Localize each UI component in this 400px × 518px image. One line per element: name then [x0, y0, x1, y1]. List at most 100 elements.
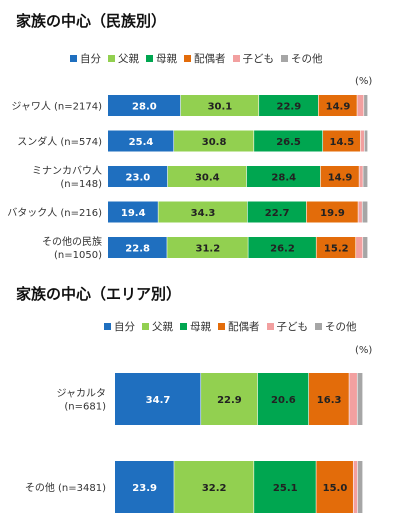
bar-segment: [363, 166, 368, 187]
data-label: 19.4: [121, 208, 146, 219]
data-label: 30.1: [208, 102, 233, 113]
category-label-line: ミナンカバウ人: [32, 165, 102, 177]
bar-segment: [356, 237, 363, 258]
data-label: 22.7: [265, 208, 290, 219]
unit-label: (%): [355, 76, 373, 87]
legend-item: 母親: [180, 319, 211, 334]
bar-segment: [257, 373, 309, 425]
legend-swatch: [70, 55, 77, 62]
category-label-line: (n=681): [64, 402, 106, 413]
legend-swatch: [281, 55, 288, 62]
data-label: 28.0: [132, 102, 157, 113]
legend-swatch: [142, 323, 149, 330]
data-label: 15.0: [323, 483, 348, 494]
bar-segment: [316, 461, 353, 513]
bar-segment: [115, 461, 174, 513]
legend-area: 自分 父親 母親 配偶者 子ども その他: [104, 319, 357, 334]
legend-label: 母親: [190, 321, 211, 333]
legend-label: 子ども: [242, 53, 275, 65]
bar-segment: [108, 130, 174, 152]
bar-segment: [363, 237, 368, 258]
data-label: 23.9: [132, 483, 157, 494]
legend-swatch: [218, 323, 225, 330]
data-label: 34.3: [191, 208, 216, 219]
data-label: 23.0: [126, 173, 151, 184]
bar-segment: [362, 201, 368, 223]
bar-segment: [320, 166, 359, 187]
bar-segment: [254, 130, 323, 152]
legend-item: 父親: [108, 51, 139, 66]
bar-segment: [247, 201, 307, 223]
legend-label: 配偶者: [228, 321, 260, 333]
legend-item: 子ども: [266, 319, 308, 334]
category-label: ミナンカバウ人 (n=148): [32, 165, 102, 190]
stacked-bar-chart-area: ジャカルタ (n=681) 34.7 22.9 20.6 16.3 その他 (n=3481)…: [25, 373, 363, 513]
bar-segment: [359, 166, 363, 187]
legend-ethnicity: 自分 父親 母親 配偶者 子ども その他: [70, 51, 323, 66]
data-label: 25.4: [129, 137, 154, 148]
bar-segment: [353, 461, 358, 513]
data-label: 14.5: [330, 137, 355, 148]
chart-title-area: 家族の中心（エリア別）: [16, 285, 182, 303]
data-label: 25.1: [273, 483, 298, 494]
category-label-line: その他 (n=3481): [25, 481, 106, 494]
bar-segment: [357, 373, 363, 425]
legend-swatch: [108, 55, 115, 62]
legend-item: 配偶者: [184, 51, 226, 66]
legend-label: 母親: [156, 53, 177, 65]
bar-segment: [201, 373, 258, 425]
data-label: 20.6: [271, 395, 296, 406]
category-label: スンダ人 (n=574): [17, 135, 102, 148]
category-label-line: (n=1050): [54, 250, 102, 261]
stacked-bar-chart-ethnicity: ジャワ人 (n=2174) 28.0 30.1 22.9 14.9 スンダ人 (n=574…: [7, 95, 368, 261]
data-label: 15.2: [324, 244, 349, 255]
bar-segment: [357, 461, 363, 513]
bar-segment: [318, 95, 357, 116]
bar-segment: [323, 130, 361, 152]
bar-segment: [108, 166, 168, 187]
bar-segment: [158, 201, 248, 223]
bar-segment: [108, 95, 181, 116]
data-label: 22.9: [276, 102, 301, 113]
bar-segment: [167, 166, 247, 187]
data-label: 28.4: [271, 173, 296, 184]
bar-segment: [308, 373, 349, 425]
bar-segment: [306, 201, 358, 223]
legend-label: その他: [325, 321, 357, 333]
category-label-line: ジャワ人 (n=2174): [11, 101, 102, 113]
bar-segment: [246, 166, 321, 187]
bar-segment: [358, 201, 362, 223]
data-label: 30.8: [202, 137, 227, 148]
legend-label: 父親: [118, 53, 139, 65]
data-label: 26.5: [276, 137, 301, 148]
bar-segment: [115, 373, 201, 425]
bar-segment: [248, 237, 316, 258]
data-label: 22.9: [217, 395, 242, 406]
bar-segment: [108, 237, 167, 258]
bar-segment: [174, 461, 254, 513]
bar-segment: [349, 373, 357, 425]
category-label: ジャカルタ (n=681): [57, 388, 107, 413]
bar-segment: [174, 130, 254, 152]
bar-segment: [259, 95, 318, 116]
legend-item: その他: [281, 51, 323, 66]
legend-item: その他: [315, 319, 357, 334]
category-label: ジャワ人 (n=2174): [11, 101, 102, 113]
data-label: 34.7: [146, 395, 171, 406]
bar-segment: [108, 201, 158, 223]
legend-swatch: [232, 55, 240, 62]
legend-item: 母親: [146, 51, 177, 66]
bar-segment: [364, 130, 368, 152]
legend-item: 父親: [142, 319, 173, 334]
chart-title-ethnicity: 家族の中心（民族別）: [16, 12, 167, 30]
category-label: バタック人 (n=216): [7, 207, 102, 219]
category-label-line: (n=148): [60, 179, 102, 190]
data-label: 30.4: [195, 173, 220, 184]
category-label: その他の民族 (n=1050): [42, 235, 102, 261]
bar-segment: [180, 95, 259, 116]
bar-segment: [316, 237, 356, 258]
legend-swatch: [315, 323, 322, 330]
data-label: 26.2: [270, 244, 295, 255]
data-label: 16.3: [317, 395, 342, 406]
data-label: 14.9: [326, 102, 351, 113]
